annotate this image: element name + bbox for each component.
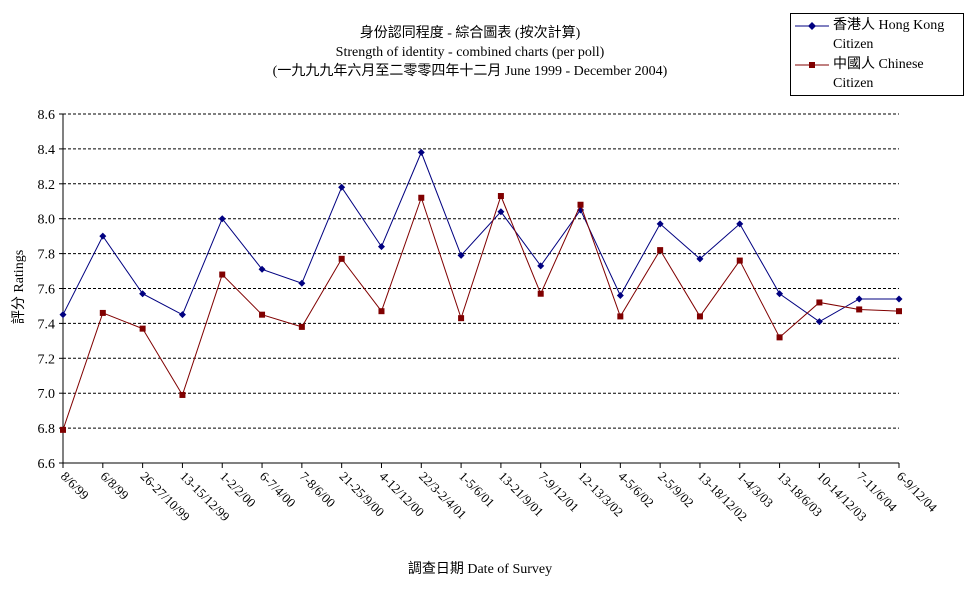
x-tick-label: 7-8/6/00	[297, 469, 339, 511]
data-point-diamond	[656, 220, 664, 228]
legend-item-chinese: 中國人 Chinese Citizen	[791, 55, 965, 95]
y-tick-label: 7.4	[38, 317, 56, 332]
legend-swatch-square-icon	[795, 62, 829, 68]
chart-subtitle-period: (一九九九年六月至二零零四年十二月 June 1999 - December 2…	[272, 64, 668, 79]
x-tick-label: 2-5/9/02	[655, 469, 697, 511]
y-tick-label: 8.0	[38, 213, 56, 228]
data-point-square	[776, 334, 783, 341]
y-tick-label: 6.8	[38, 422, 56, 437]
y-tick-label: 7.8	[38, 248, 56, 263]
data-point-square	[577, 201, 584, 208]
x-tick-label: 6-9/12/04	[894, 469, 941, 516]
data-point-square	[816, 299, 823, 306]
y-tick-label: 7.6	[38, 283, 56, 298]
data-point-square	[458, 315, 465, 322]
legend-label-chinese: 中國人 Chinese Citizen	[833, 57, 924, 91]
data-point-diamond	[99, 232, 107, 240]
data-point-diamond	[537, 262, 545, 270]
data-point-square	[60, 426, 66, 433]
data-point-square	[99, 309, 106, 316]
legend-item-hong-kong: 香港人 Hong Kong Citizen	[791, 16, 965, 56]
data-point-diamond	[258, 265, 266, 273]
y-tick-label: 8.4	[38, 143, 56, 158]
legend-swatch-diamond-icon	[795, 22, 829, 30]
y-tick-label: 8.6	[38, 108, 56, 123]
data-point-diamond	[59, 311, 67, 319]
data-point-diamond	[497, 208, 505, 216]
chart-subtitle: Strength of identity - combined charts (…	[335, 45, 605, 60]
y-tick-label: 6.6	[38, 457, 56, 472]
data-point-square	[259, 311, 266, 318]
series-line-1	[62, 194, 900, 431]
data-point-diamond	[338, 183, 346, 191]
data-point-square	[537, 290, 544, 297]
data-point-square	[219, 271, 226, 278]
data-point-square	[657, 247, 664, 254]
data-point-diamond	[298, 279, 306, 287]
data-point-square	[617, 313, 624, 320]
data-point-diamond	[139, 290, 147, 298]
data-point-diamond	[417, 148, 425, 156]
x-axis-label: 調查日期 Date of Survey	[407, 562, 553, 577]
data-point-diamond	[855, 295, 863, 303]
chart-legend: 香港人 Hong Kong Citizen 中國人 Chinese Citize…	[790, 13, 964, 96]
data-point-diamond	[736, 220, 744, 228]
x-tick-label: 6/8/99	[98, 469, 132, 503]
data-point-square	[856, 306, 863, 313]
y-tick-label: 7.2	[38, 352, 56, 367]
x-tick-label: 6-7/4/00	[257, 469, 299, 511]
data-point-diamond	[815, 318, 823, 326]
y-tick-label: 7.0	[38, 387, 56, 402]
y-axis-label: 評分 Ratings	[12, 249, 27, 325]
data-point-diamond	[218, 215, 226, 223]
data-point-square	[736, 257, 743, 264]
data-point-diamond	[178, 311, 186, 319]
chart-titles: 身份認同程度 - 綜合圖表 (按次計算) Strength of identit…	[170, 24, 770, 81]
data-point-diamond	[776, 290, 784, 298]
data-point-square	[418, 194, 425, 201]
data-point-diamond	[616, 291, 624, 299]
data-point-diamond	[696, 255, 704, 263]
data-point-square	[696, 313, 703, 320]
data-point-square	[179, 391, 186, 398]
chart-title: 身份認同程度 - 綜合圖表 (按次計算)	[359, 26, 581, 41]
data-point-square	[139, 325, 146, 332]
series-line-0	[62, 151, 899, 323]
data-point-square	[497, 193, 504, 200]
data-point-square	[298, 323, 305, 330]
data-point-diamond	[895, 295, 903, 303]
x-tick-label: 8/6/99	[58, 469, 92, 503]
data-point-square	[896, 308, 902, 315]
data-point-diamond	[457, 251, 465, 259]
data-point-square	[338, 255, 345, 262]
y-tick-label: 8.2	[38, 178, 56, 193]
data-point-square	[378, 308, 385, 315]
data-point-diamond	[377, 243, 385, 251]
legend-label-hong-kong: 香港人 Hong Kong Citizen	[833, 18, 945, 52]
